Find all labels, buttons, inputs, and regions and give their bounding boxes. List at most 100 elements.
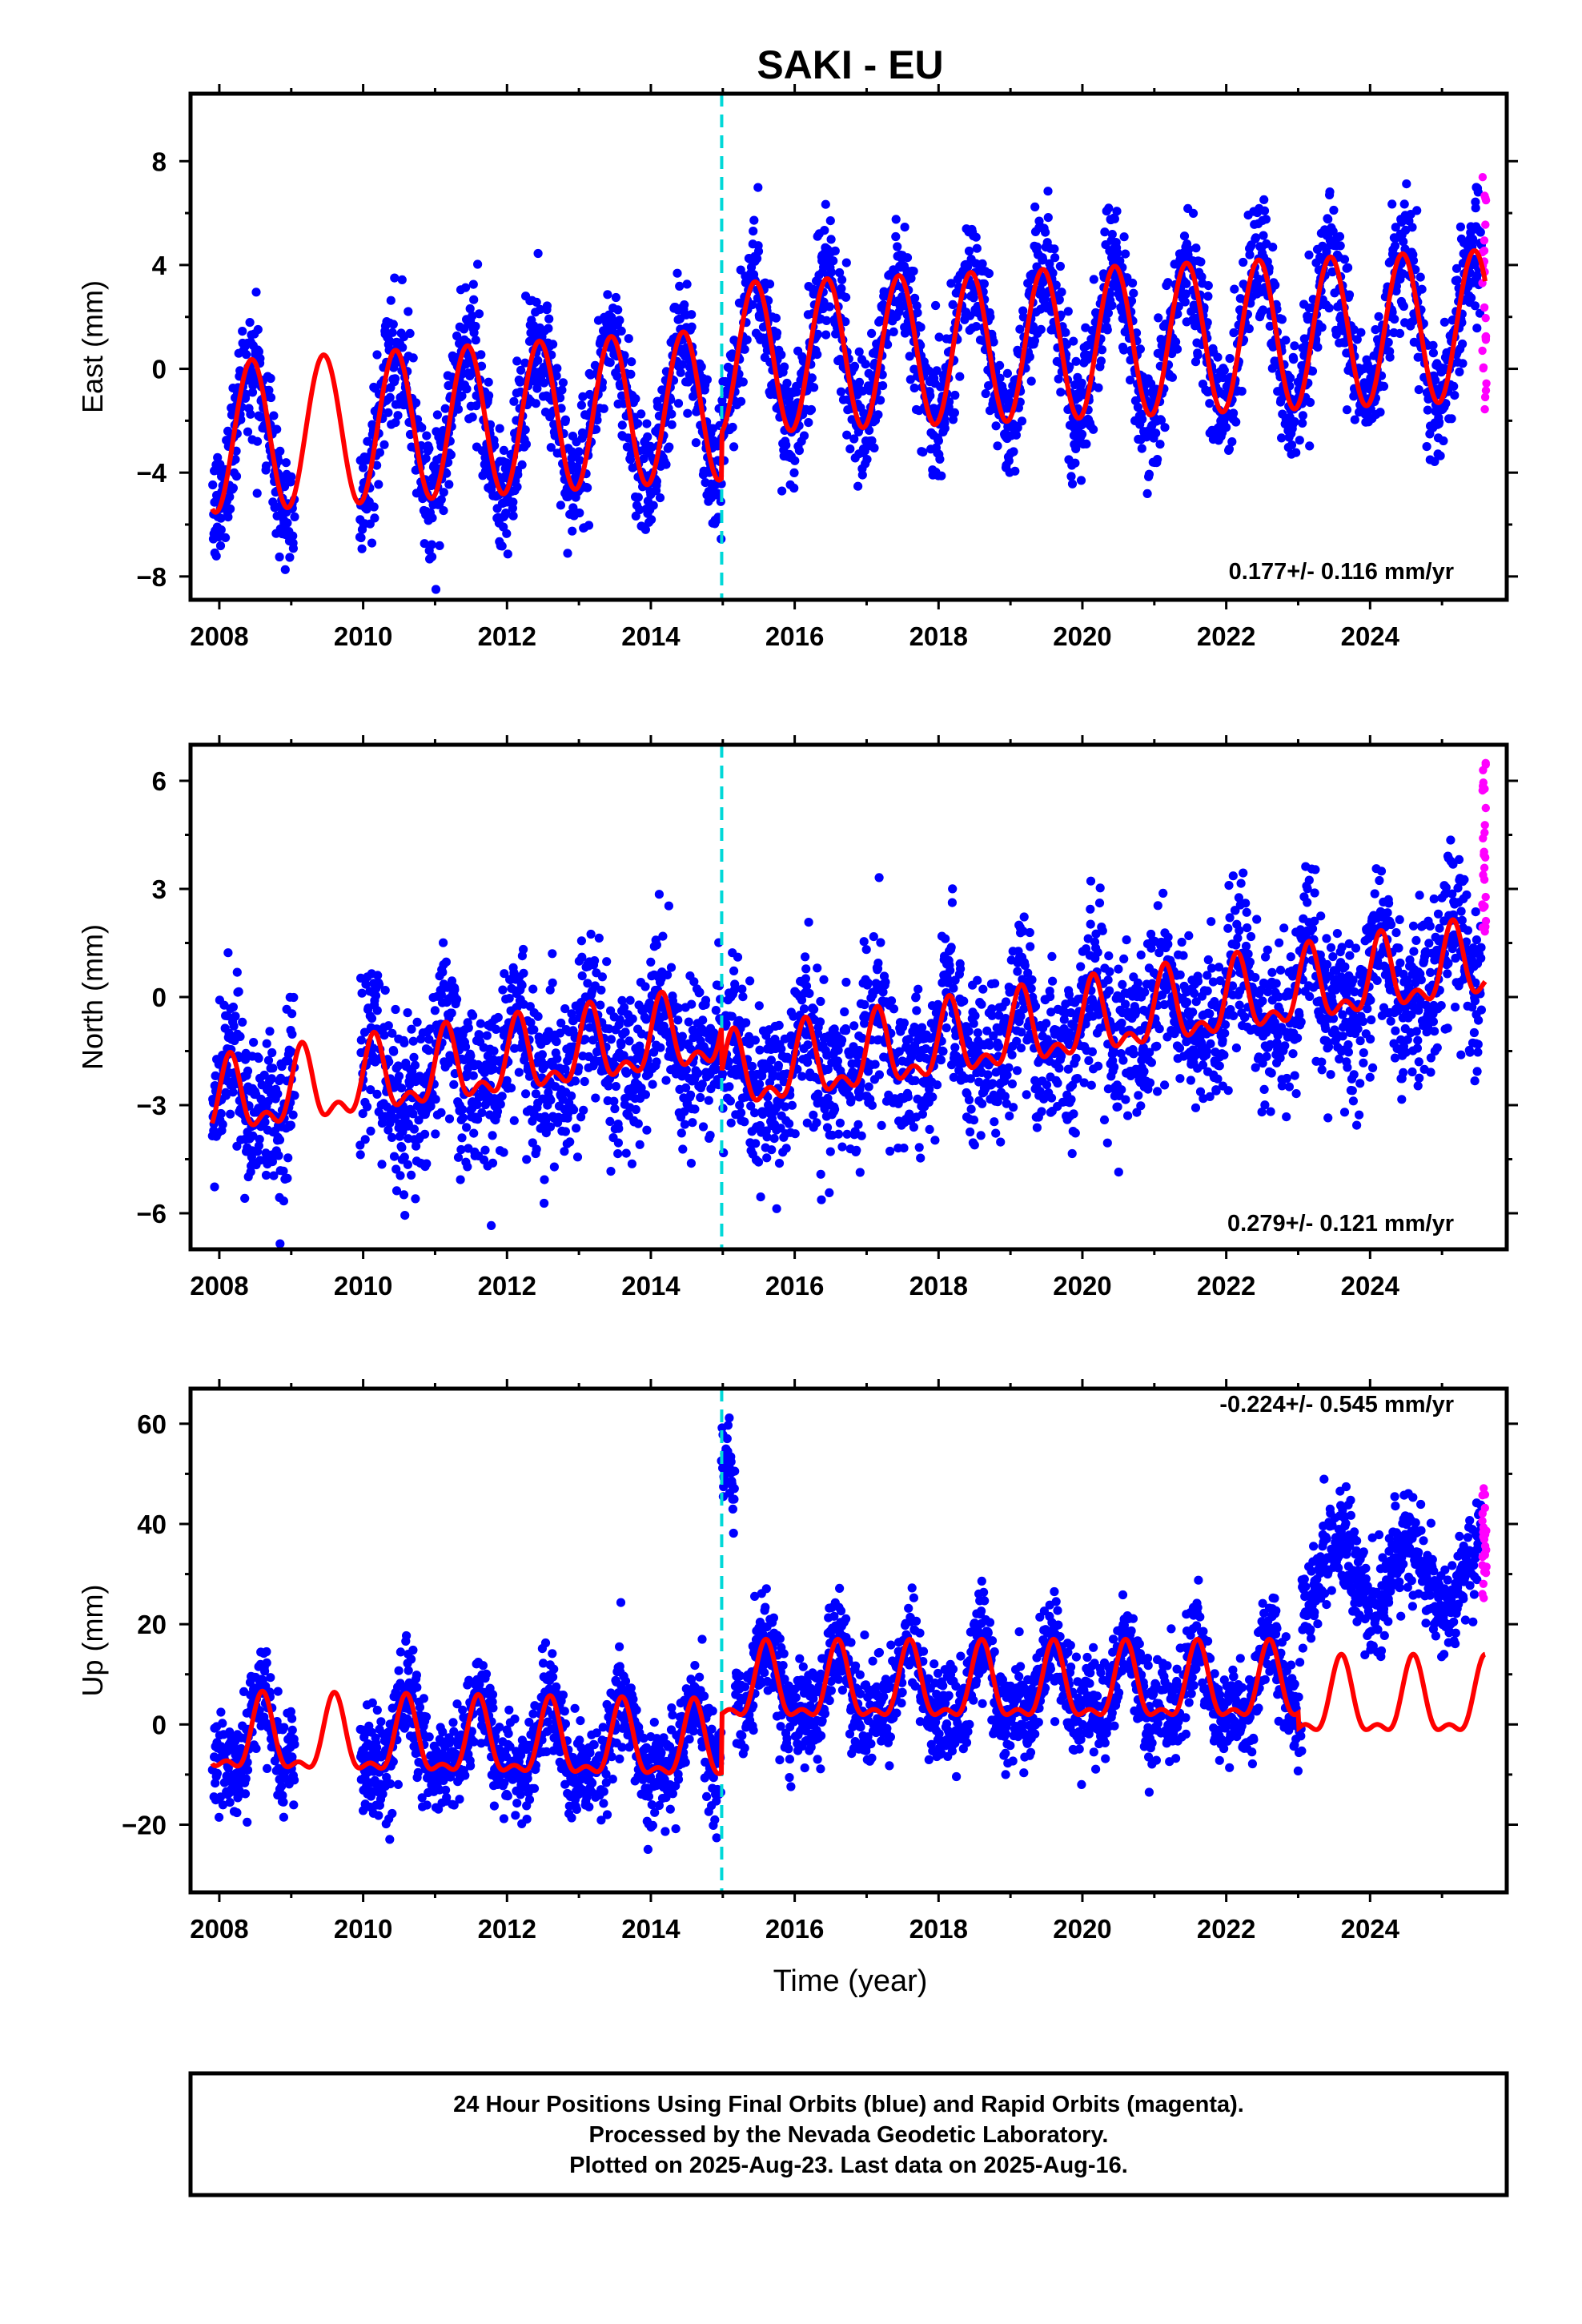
east-final-point [673,268,682,278]
north-final-point [357,988,367,998]
north-final-point [422,1159,432,1168]
east-final-point [1070,458,1080,468]
east-final-point [255,354,265,364]
east-final-point [556,393,565,403]
north-final-point [394,1072,404,1081]
north-final-point [355,1150,365,1160]
north-final-point [577,952,587,962]
east-final-point [1121,249,1130,259]
east-final-point [439,506,448,516]
east-final-point [1062,340,1071,349]
north-final-point [499,1148,508,1157]
east-rapid-point [1480,191,1489,200]
east-final-point [617,420,627,430]
east-x-tick-label: 2022 [1197,621,1255,651]
north-final-point [620,1003,629,1012]
east-final-point [636,409,646,419]
north-final-point [576,1112,586,1122]
east-final-point [1435,451,1445,460]
east-final-point [440,404,450,413]
east-final-point [737,396,746,406]
east-final-point [981,388,990,399]
east-final-point [1038,255,1048,265]
east-final-point [1430,456,1439,467]
east-final-point [1104,203,1114,213]
east-final-point [421,453,431,464]
east-final-point [439,488,448,497]
east-final-point [862,455,872,464]
north-final-point [367,1014,377,1023]
east-final-point [1385,352,1395,362]
east-final-point [1379,381,1389,391]
east-final-point [1261,215,1271,224]
east-final-point [950,390,960,400]
north-final-point [774,1159,785,1168]
east-final-point [1417,284,1427,294]
east-final-point [428,552,437,561]
north-final-point [279,1166,288,1176]
east-final-point [372,350,382,360]
east-final-point [285,553,295,562]
east-final-point [420,539,429,549]
north-final-point [560,1064,570,1074]
east-final-point [971,322,982,332]
north-final-point [366,1085,375,1095]
east-final-point [1414,385,1423,395]
east-final-point [713,489,722,498]
east-final-point [1167,372,1177,382]
north-final-point [475,1030,484,1039]
east-final-point [387,328,397,337]
north-final-point [447,1008,456,1018]
north-final-point [383,1125,393,1135]
east-final-point [546,443,556,452]
east-final-point [1191,243,1201,253]
east-final-point [1203,292,1213,301]
north-final-point [877,1120,886,1130]
east-final-point [826,267,836,277]
east-rapid-point [1479,364,1488,373]
east-final-point [1339,255,1350,264]
east-final-point [512,482,522,492]
north-final-point [620,1027,630,1037]
east-final-point [362,505,371,514]
north-final-point [362,1102,372,1112]
east-final-point [1067,479,1078,489]
east-final-point [963,262,973,271]
north-final-point [627,1159,637,1168]
east-final-point [1151,428,1161,438]
east-final-point [845,444,855,454]
north-final-point [622,1068,632,1078]
east-final-point [238,327,247,336]
east-final-point [512,356,522,366]
north-final-point [406,1170,416,1180]
east-final-point [821,316,831,325]
north-final-point [493,1012,503,1023]
east-final-point [1102,325,1112,335]
north-final-point [408,1036,418,1046]
north-final-point [403,1160,412,1169]
north-final-point [801,981,812,991]
east-final-point [575,456,584,465]
north-final-point [756,1192,765,1202]
east-final-point [697,362,706,372]
north-final-point [444,1059,453,1068]
east-final-point [1265,321,1275,331]
north-final-point [560,1127,571,1136]
east-final-point [995,373,1005,383]
north-final-point [899,1144,909,1153]
east-final-point [1305,441,1315,451]
north-final-point [624,1036,634,1046]
east-final-point [1335,241,1345,251]
north-final-point [431,1095,440,1104]
east-final-point [1472,324,1482,333]
east-final-point [1449,381,1459,391]
east-final-point [873,410,883,420]
north-final-point [614,1124,624,1133]
east-final-point [515,377,525,387]
east-final-point [490,440,500,450]
east-final-point [560,415,571,424]
north-final-point [790,1129,800,1139]
east-final-point [1349,325,1359,335]
east-final-point [830,246,840,255]
